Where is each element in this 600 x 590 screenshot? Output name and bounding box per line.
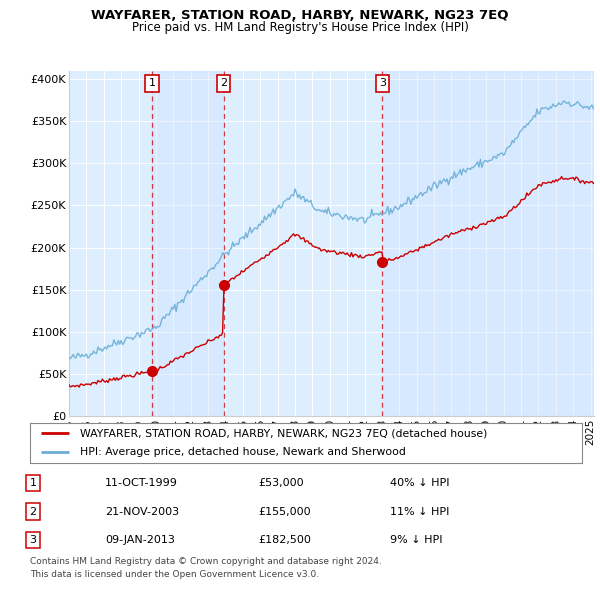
Text: £155,000: £155,000: [258, 507, 311, 516]
Text: WAYFARER, STATION ROAD, HARBY, NEWARK, NG23 7EQ (detached house): WAYFARER, STATION ROAD, HARBY, NEWARK, N…: [80, 428, 487, 438]
Text: Contains HM Land Registry data © Crown copyright and database right 2024.: Contains HM Land Registry data © Crown c…: [30, 557, 382, 566]
Text: This data is licensed under the Open Government Licence v3.0.: This data is licensed under the Open Gov…: [30, 570, 319, 579]
Text: HPI: Average price, detached house, Newark and Sherwood: HPI: Average price, detached house, Newa…: [80, 447, 406, 457]
Text: 11% ↓ HPI: 11% ↓ HPI: [390, 507, 449, 516]
Text: 1: 1: [149, 78, 155, 88]
Bar: [152, 71, 224, 416]
Text: 2: 2: [220, 78, 227, 88]
Text: £53,000: £53,000: [258, 478, 304, 488]
Bar: [382, 71, 594, 416]
Text: 1: 1: [29, 478, 37, 488]
Text: 2: 2: [29, 507, 37, 516]
Text: WAYFARER, STATION ROAD, HARBY, NEWARK, NG23 7EQ: WAYFARER, STATION ROAD, HARBY, NEWARK, N…: [91, 9, 509, 22]
Text: Price paid vs. HM Land Registry's House Price Index (HPI): Price paid vs. HM Land Registry's House …: [131, 21, 469, 34]
Text: £182,500: £182,500: [258, 535, 311, 545]
Text: 9% ↓ HPI: 9% ↓ HPI: [390, 535, 443, 545]
Text: 3: 3: [29, 535, 37, 545]
Text: 11-OCT-1999: 11-OCT-1999: [105, 478, 178, 488]
Text: 40% ↓ HPI: 40% ↓ HPI: [390, 478, 449, 488]
Text: 3: 3: [379, 78, 386, 88]
Text: 21-NOV-2003: 21-NOV-2003: [105, 507, 179, 516]
Text: 09-JAN-2013: 09-JAN-2013: [105, 535, 175, 545]
